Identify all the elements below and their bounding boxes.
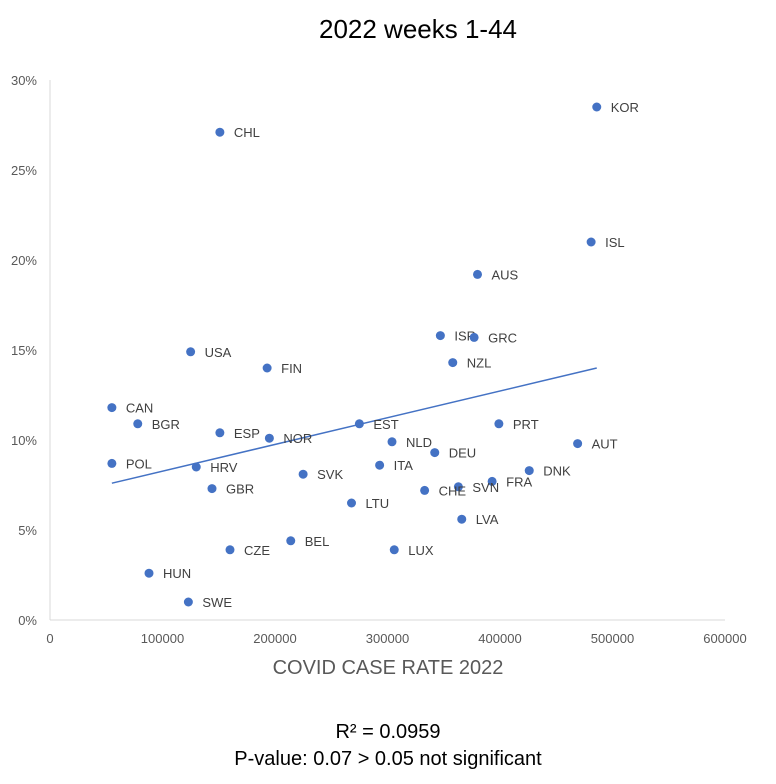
point-label-dnk: DNK (543, 464, 571, 479)
point-label-nzl: NZL (467, 356, 492, 371)
x-axis-title: COVID CASE RATE 2022 (273, 657, 504, 679)
point-label-hun: HUN (163, 566, 191, 581)
data-point-dnk (524, 466, 534, 476)
r-squared-text: R² = 0.0959 (335, 721, 440, 743)
point-label-usa: USA (205, 345, 232, 360)
data-point-hun (144, 568, 154, 578)
point-label-fra: FRA (506, 474, 532, 489)
point-label-che: CHE (439, 483, 467, 498)
point-label-deu: DEU (449, 446, 476, 461)
point-label-bgr: BGR (152, 417, 180, 432)
data-point-gbr (207, 484, 217, 494)
data-point-swe (183, 597, 193, 607)
data-point-ltu (347, 498, 356, 508)
point-label-kor: KOR (611, 100, 639, 115)
point-label-can: CAN (126, 401, 153, 416)
data-point-isr (435, 331, 445, 341)
point-label-swe: SWE (202, 595, 232, 610)
point-label-gbr: GBR (226, 482, 254, 497)
point-label-bel: BEL (305, 534, 330, 549)
point-label-prt: PRT (513, 417, 539, 432)
point-label-aus: AUS (492, 267, 519, 282)
data-point-deu (430, 448, 440, 458)
p-value-text: P-value: 0.07 > 0.05 not significant (234, 748, 542, 770)
data-point-lva (457, 514, 467, 524)
point-label-pol: POL (126, 456, 152, 471)
point-label-esp: ESP (234, 426, 260, 441)
data-point-fin (262, 363, 272, 373)
x-tick-label: 100000 (141, 631, 184, 646)
y-tick-label: 10% (11, 433, 37, 448)
data-point-hrv (191, 462, 201, 472)
data-point-aut (573, 439, 583, 449)
x-tick-label: 500000 (591, 631, 634, 646)
point-label-nor: NOR (283, 431, 312, 446)
x-axis-ticks: 0 100000 200000 300000 400000 500000 600000 (46, 631, 746, 646)
data-point-cze (225, 545, 235, 555)
data-point-pol (107, 458, 117, 468)
point-label-cze: CZE (244, 543, 270, 558)
data-point-grc (469, 332, 479, 342)
point-label-grc: GRC (488, 330, 517, 345)
data-point-ita (375, 460, 385, 470)
data-point-che (420, 485, 430, 495)
x-tick-label: 400000 (478, 631, 521, 646)
point-label-chl: CHL (234, 125, 260, 140)
x-tick-label: 300000 (366, 631, 409, 646)
data-point-bgr (133, 419, 143, 429)
data-point-prt (494, 419, 504, 429)
x-tick-label: 200000 (253, 631, 296, 646)
data-point-kor (592, 102, 602, 112)
point-label-fin: FIN (281, 361, 302, 376)
data-point-svk (298, 469, 308, 479)
chart-title: 2022 weeks 1-44 (319, 14, 517, 44)
y-axis-ticks: 0% 5% 10% 15% 20% 25% 30% (11, 73, 37, 628)
y-tick-label: 5% (18, 523, 37, 538)
point-label-est: EST (373, 417, 398, 432)
data-point-isl (586, 237, 596, 247)
data-point-can (107, 403, 117, 413)
point-label-nld: NLD (406, 435, 432, 450)
data-point-usa (186, 347, 196, 357)
point-label-hrv: HRV (210, 460, 238, 475)
data-point-lux (389, 545, 399, 555)
data-point-est (354, 419, 364, 429)
point-label-ltu: LTU (366, 496, 390, 511)
trendline-group (111, 367, 597, 484)
data-point-nzl (448, 358, 458, 368)
y-tick-label: 25% (11, 163, 37, 178)
point-label-ita: ITA (394, 458, 414, 473)
y-tick-label: 15% (11, 343, 37, 358)
data-point-bel (286, 536, 296, 546)
point-label-lux: LUX (408, 543, 434, 558)
trendline (111, 367, 597, 484)
data-point-aus (473, 269, 482, 279)
y-tick-label: 0% (18, 613, 37, 628)
x-tick-label: 600000 (703, 631, 746, 646)
y-tick-label: 20% (11, 253, 37, 268)
data-point-fra (487, 476, 497, 486)
point-label-svn: SVN (472, 480, 499, 495)
data-point-esp (215, 428, 225, 438)
point-label-aut: AUT (592, 437, 618, 452)
point-label-svk: SVK (317, 467, 343, 482)
data-point-svn (453, 482, 463, 492)
x-tick-label: 0 (46, 631, 53, 646)
point-label-isl: ISL (605, 235, 625, 250)
data-point-nor (264, 433, 274, 443)
point-label-lva: LVA (476, 512, 499, 527)
y-tick-label: 30% (11, 73, 37, 88)
data-point-chl (215, 127, 225, 137)
data-point-nld (387, 437, 397, 447)
